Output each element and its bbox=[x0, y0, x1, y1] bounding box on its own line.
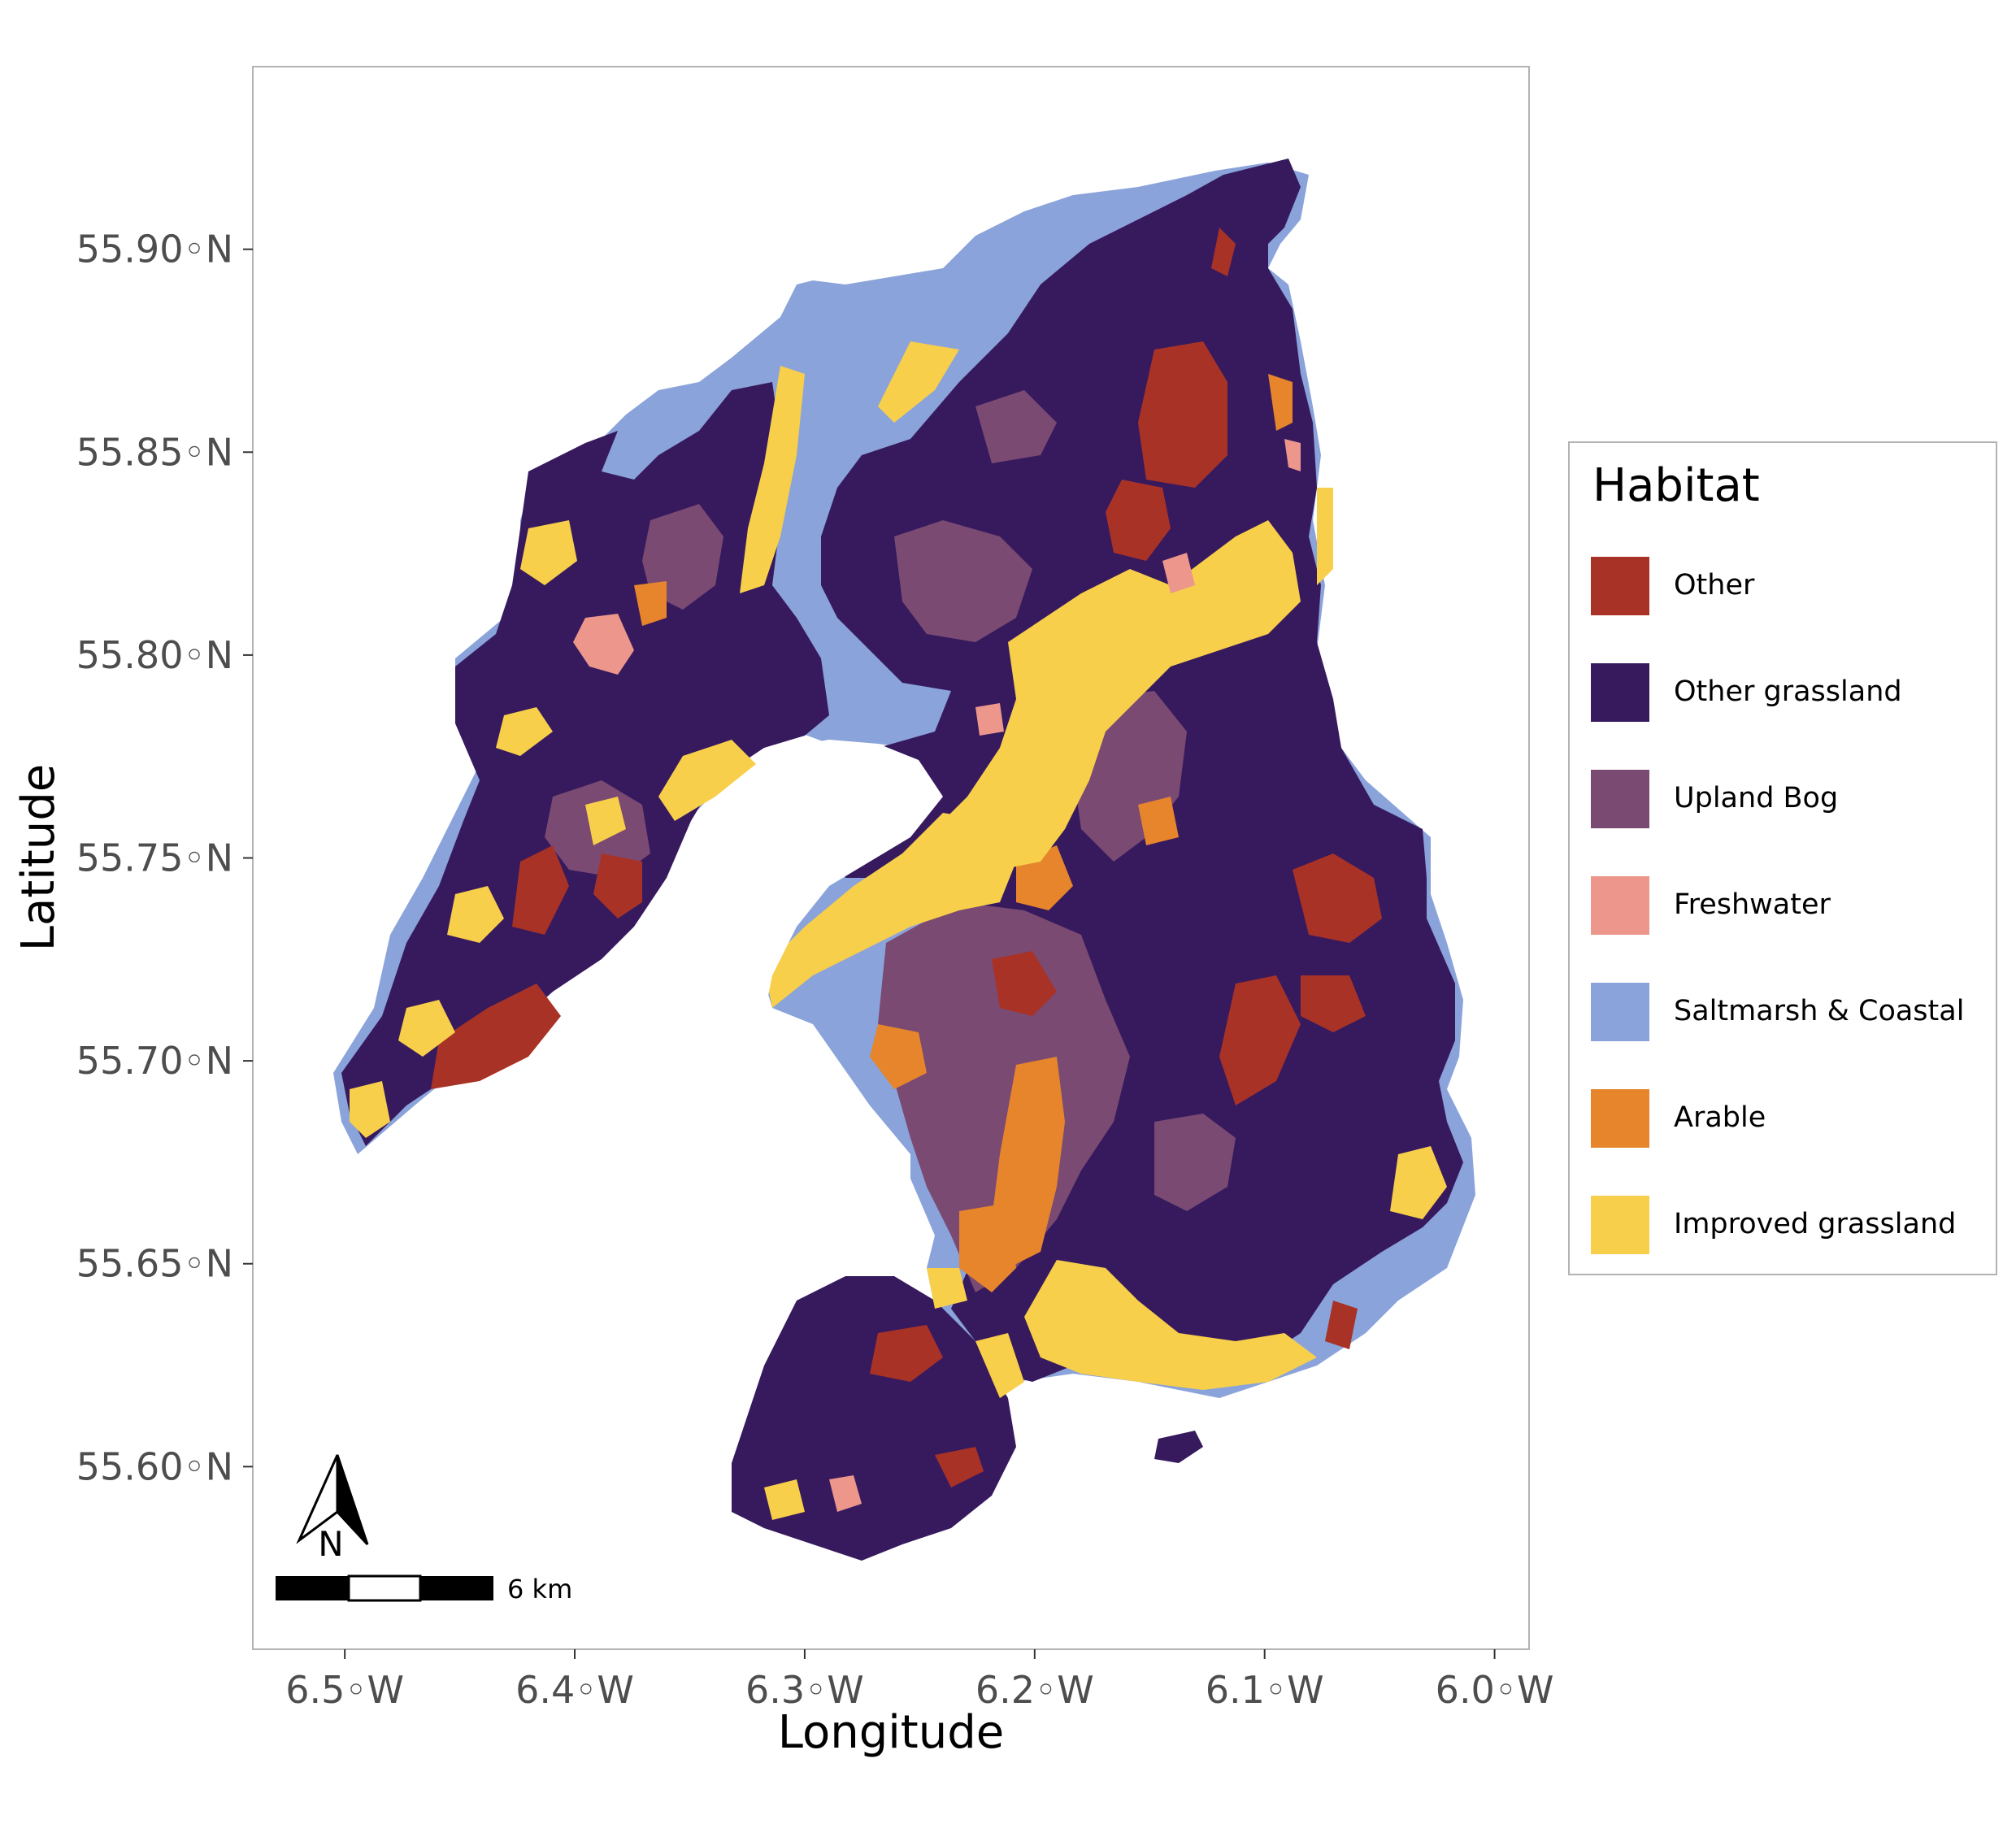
legend-label: Other grassland bbox=[1674, 675, 1902, 708]
y-tick-label: 55.85◦N bbox=[76, 430, 233, 474]
north-arrow-label: N bbox=[318, 1524, 343, 1564]
scale-bar-segment-1 bbox=[276, 1576, 349, 1600]
improved-grassland-layer bbox=[350, 341, 1447, 1520]
legend-swatch bbox=[1591, 1196, 1649, 1254]
x-axis: 6.5◦W 6.4◦W 6.3◦W 6.2◦W 6.1◦W 6.0◦W bbox=[285, 1649, 1553, 1712]
legend-item: Arable bbox=[1591, 1089, 1989, 1148]
legend-label: Upland Bog bbox=[1674, 782, 1839, 814]
map-layers bbox=[333, 159, 1475, 1561]
legend-item: Freshwater bbox=[1591, 876, 1989, 935]
scale-bar-segment-2 bbox=[347, 1574, 422, 1602]
legend: Habitat Other Other grassland Upland Bog Fr… bbox=[1568, 441, 1997, 1275]
x-tick-label: 6.2◦W bbox=[975, 1668, 1094, 1712]
x-tick-label: 6.1◦W bbox=[1206, 1668, 1324, 1712]
legend-title: Habitat bbox=[1592, 459, 1760, 512]
legend-item: Other grassland bbox=[1591, 663, 1989, 722]
y-axis: 55.90◦N 55.85◦N 55.80◦N 55.75◦N 55.70◦N 55.65… bbox=[76, 228, 253, 1488]
scale-bar: 6 km bbox=[276, 1574, 572, 1605]
legend-swatch bbox=[1591, 876, 1649, 935]
legend-swatch bbox=[1591, 770, 1649, 828]
legend-item: Saltmarsh & Coastal bbox=[1591, 983, 1989, 1041]
legend-label: Other bbox=[1674, 569, 1755, 601]
legend-swatch bbox=[1591, 1089, 1649, 1148]
x-tick-label: 6.0◦W bbox=[1436, 1668, 1554, 1712]
legend-label: Arable bbox=[1674, 1101, 1766, 1134]
y-tick-label: 55.70◦N bbox=[76, 1039, 233, 1083]
x-axis-title: Longitude bbox=[778, 1706, 1005, 1759]
other-layer bbox=[431, 228, 1382, 1487]
islet bbox=[1154, 1431, 1203, 1463]
y-tick-label: 55.65◦N bbox=[76, 1242, 233, 1286]
y-axis-title: Latitude bbox=[12, 764, 65, 951]
y-tick-label: 55.75◦N bbox=[76, 836, 233, 880]
north-arrow-right-half bbox=[336, 1454, 369, 1546]
scale-bar-segment-3 bbox=[420, 1576, 493, 1600]
legend-swatch bbox=[1591, 557, 1649, 615]
legend-swatch bbox=[1591, 983, 1649, 1041]
y-tick-label: 55.60◦N bbox=[76, 1444, 233, 1488]
legend-item: Improved grassland bbox=[1591, 1196, 1989, 1254]
scale-bar-label: 6 km bbox=[507, 1574, 572, 1605]
x-tick-label: 6.3◦W bbox=[745, 1668, 864, 1712]
y-tick-label: 55.90◦N bbox=[76, 228, 233, 271]
legend-swatch bbox=[1591, 663, 1649, 722]
legend-item: Upland Bog bbox=[1591, 770, 1989, 828]
arable-layer bbox=[634, 374, 1293, 1292]
freshwater-layer bbox=[573, 439, 1301, 1512]
x-tick-label: 6.5◦W bbox=[285, 1668, 404, 1712]
legend-label: Saltmarsh & Coastal bbox=[1674, 995, 1965, 1027]
sea-inlet bbox=[675, 740, 943, 1292]
x-tick-label: 6.4◦W bbox=[515, 1668, 634, 1712]
legend-item: Other bbox=[1591, 557, 1989, 615]
north-arrow: N bbox=[296, 1454, 369, 1564]
legend-label: Improved grassland bbox=[1674, 1208, 1957, 1240]
legend-label: Freshwater bbox=[1674, 888, 1831, 921]
y-tick-label: 55.80◦N bbox=[76, 633, 233, 677]
